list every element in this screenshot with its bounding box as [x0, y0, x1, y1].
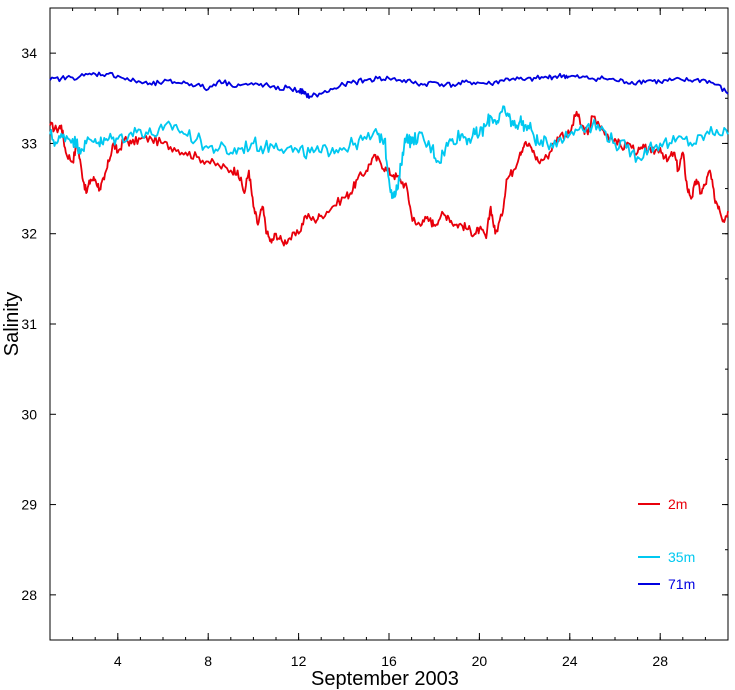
x-tick-label: 20	[472, 653, 488, 669]
x-axis-label: September 2003	[311, 668, 459, 690]
series-layer	[49, 71, 729, 247]
x-tick-label: 24	[562, 653, 578, 669]
y-tick-label: 29	[21, 497, 37, 513]
y-tick-label: 28	[21, 587, 37, 603]
minor-ticks	[49, 7, 729, 641]
series-line-35m	[49, 105, 729, 200]
x-tick-label: 12	[291, 653, 307, 669]
y-axis-label: Salinity	[1, 292, 23, 356]
x-tick-label: 16	[381, 653, 397, 669]
x-tick-label: 28	[652, 653, 668, 669]
y-tick-label: 31	[21, 316, 37, 332]
series-line-71m	[49, 71, 729, 99]
legend-label-35m: 35m	[668, 549, 695, 565]
x-tick-label: 8	[204, 653, 212, 669]
y-axis: 28 29 30 31 32 33 34	[21, 45, 728, 603]
plot-frame	[49, 7, 729, 641]
x-tick-label: 4	[114, 653, 122, 669]
legend-label-71m: 71m	[668, 576, 695, 592]
y-tick-label: 33	[21, 135, 37, 151]
y-tick-label: 34	[21, 45, 37, 61]
legend: 2m 35m 71m	[638, 496, 695, 592]
y-tick-label: 32	[21, 226, 37, 242]
legend-label-2m: 2m	[668, 496, 687, 512]
x-axis: 4 8 12 16 20 24 28	[114, 8, 668, 669]
y-tick-label: 30	[21, 406, 37, 422]
